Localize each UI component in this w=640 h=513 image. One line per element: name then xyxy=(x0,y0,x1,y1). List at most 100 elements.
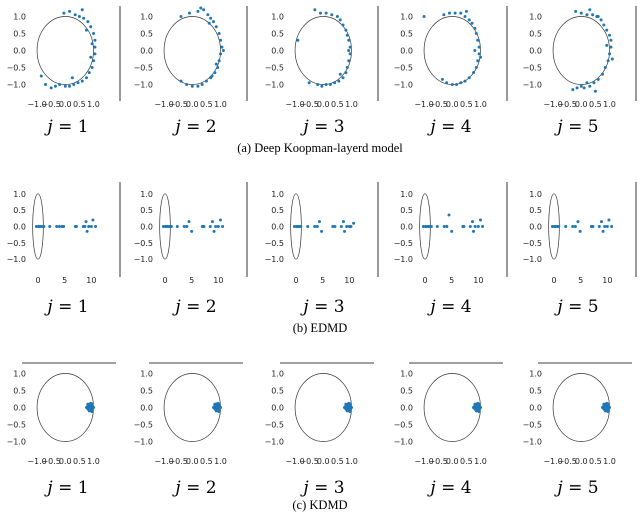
eigenvalue-point xyxy=(600,406,604,409)
eigenvalue-point xyxy=(588,84,592,88)
eigenvalue-point xyxy=(473,49,477,52)
x-tick-label: 0.0 xyxy=(59,100,72,109)
eigenvalue-point xyxy=(601,229,605,233)
eigenvalue-point xyxy=(320,229,324,233)
eigenvalue-point xyxy=(470,220,474,224)
y-tick-label: 0.5 xyxy=(271,30,284,39)
eigenvalue-point xyxy=(442,13,446,17)
eigenvalue-point xyxy=(341,76,345,80)
scatter-panel-1-2: 1.00.50.0−0.5−1.0−1.0−0.50.0 0.5 1.0 xyxy=(134,6,248,109)
scatter-panel-1-3: 1.00.50.0−0.5−1.0−1.0−0.50.0 0.5 1.0 xyxy=(265,6,379,109)
eigenvalue-point xyxy=(292,225,296,228)
x-tick-label: 0.5 xyxy=(331,100,344,109)
eigenvalue-point xyxy=(599,220,603,224)
eigenvalue-point xyxy=(307,81,311,85)
x-tick-label: 0.0 xyxy=(317,457,330,466)
eigenvalue-point xyxy=(585,13,589,17)
scatter-panel-3-2: 1.00.50.0−0.5−1.0−1.0−0.50.0 0.5 1.0 xyxy=(134,362,243,466)
eigenvalue-point xyxy=(473,402,477,406)
eigenvalue-point xyxy=(214,409,218,413)
x-tick-label: 1.0 xyxy=(345,100,358,109)
eigenvalue-point xyxy=(206,13,210,17)
eigenvalue-point xyxy=(342,406,346,409)
y-tick-label: −0.5 xyxy=(7,239,26,248)
y-tick-label: −0.5 xyxy=(134,239,153,248)
eigenvalue-point xyxy=(453,11,457,15)
x-tick-label: 1.0 xyxy=(345,457,358,466)
subfigure-caption: (c) KDMD xyxy=(292,498,347,512)
eigenvalue-point xyxy=(440,77,444,81)
eigenvalue-point xyxy=(313,8,317,12)
subfigure-caption: (b) EDMD xyxy=(293,321,348,335)
y-tick-label: 1.0 xyxy=(140,190,153,199)
eigenvalue-point xyxy=(204,79,208,83)
eigenvalue-point xyxy=(221,225,225,228)
y-tick-label: −0.5 xyxy=(265,239,284,248)
eigenvalue-point xyxy=(338,18,342,22)
eigenvalue-point xyxy=(196,84,200,88)
x-tick-label: 10 xyxy=(86,276,96,285)
eigenvalue-point xyxy=(306,225,310,228)
y-tick-label: 0.5 xyxy=(271,387,284,396)
y-tick-label: 0.5 xyxy=(529,30,542,39)
eigenvalue-point xyxy=(603,225,607,228)
eigenvalue-point xyxy=(593,89,597,93)
y-tick-label: 0.5 xyxy=(400,387,413,396)
y-tick-label: 0.5 xyxy=(140,206,153,215)
eigenvalue-point xyxy=(477,410,481,414)
iteration-label: j = 4 xyxy=(426,478,471,498)
eigenvalue-point xyxy=(344,402,348,406)
scatter-panel-3-5: 1.00.50.0−0.5−1.0−1.0−0.50.0 0.5 1.0 xyxy=(523,362,632,466)
eigenvalue-point xyxy=(221,49,225,52)
eigenvalue-point xyxy=(85,229,89,233)
x-tick-label: 1.0 xyxy=(214,457,227,466)
eigenvalue-point xyxy=(450,229,454,233)
unit-circle xyxy=(294,16,352,85)
eigenvalue-point xyxy=(609,45,613,49)
x-tick-label: 0.0 xyxy=(317,100,330,109)
x-tick-label: 5 xyxy=(320,276,325,285)
y-tick-label: −1.0 xyxy=(134,255,153,264)
y-tick-label: −1.0 xyxy=(523,81,542,90)
y-tick-label: 1.0 xyxy=(271,190,284,199)
eigenvalue-point xyxy=(579,84,583,88)
y-tick-label: 0.0 xyxy=(400,404,413,413)
x-tick-label: 0 xyxy=(422,276,427,285)
eigenvalue-point xyxy=(447,213,451,217)
iteration-label: j = 5 xyxy=(553,478,598,498)
eigenvalue-point xyxy=(605,401,609,405)
y-tick-label: −1.0 xyxy=(7,81,26,90)
eigenvalue-point xyxy=(463,15,467,18)
eigenvalue-point xyxy=(464,9,468,13)
scatter-panel-1-1: 1.00.50.0−0.5−1.0−1.0−0.50.0 0.5 1.0 xyxy=(7,6,121,109)
eigenvalue-point xyxy=(202,225,206,228)
scatter-panel-2-3: 1.0 0.5 0.0 −0.5 −1.0 0 5 10 xyxy=(265,182,379,285)
eigenvalue-point xyxy=(481,225,485,228)
y-tick-label: 1.0 xyxy=(271,370,284,379)
y-tick-label: 0.0 xyxy=(529,47,542,56)
eigenvalue-point xyxy=(582,86,586,90)
x-tick-label: 5 xyxy=(449,276,454,285)
eigenvalue-point xyxy=(341,220,345,224)
eigenvalue-point xyxy=(217,59,221,63)
y-tick-label: −1.0 xyxy=(265,81,284,90)
y-tick-label: −1.0 xyxy=(394,81,413,90)
x-tick-label: 0.5 xyxy=(73,457,86,466)
y-tick-label: 0.0 xyxy=(529,223,542,232)
eigenvalue-point xyxy=(602,23,606,27)
eigenvalue-point xyxy=(347,38,351,42)
eigenvalue-point xyxy=(42,225,46,228)
eigenvalue-point xyxy=(476,38,480,42)
eigenvalue-point xyxy=(445,225,449,228)
y-tick-label: 0.0 xyxy=(140,404,153,413)
x-tick-label: 1.0 xyxy=(474,457,487,466)
eigenvalue-point xyxy=(211,20,215,24)
eigenvalue-point xyxy=(58,83,62,86)
eigenvalue-point xyxy=(344,71,348,75)
eigenvalue-point xyxy=(213,71,217,75)
eigenvalue-point xyxy=(299,225,303,228)
y-tick-label: 1.0 xyxy=(529,370,542,379)
figure-row-3: 1.00.50.0−0.5−1.0−1.0−0.50.0 0.5 1.0j = 11… xyxy=(7,362,632,512)
eigenvalue-point xyxy=(478,218,482,222)
eigenvalue-point xyxy=(57,225,61,228)
